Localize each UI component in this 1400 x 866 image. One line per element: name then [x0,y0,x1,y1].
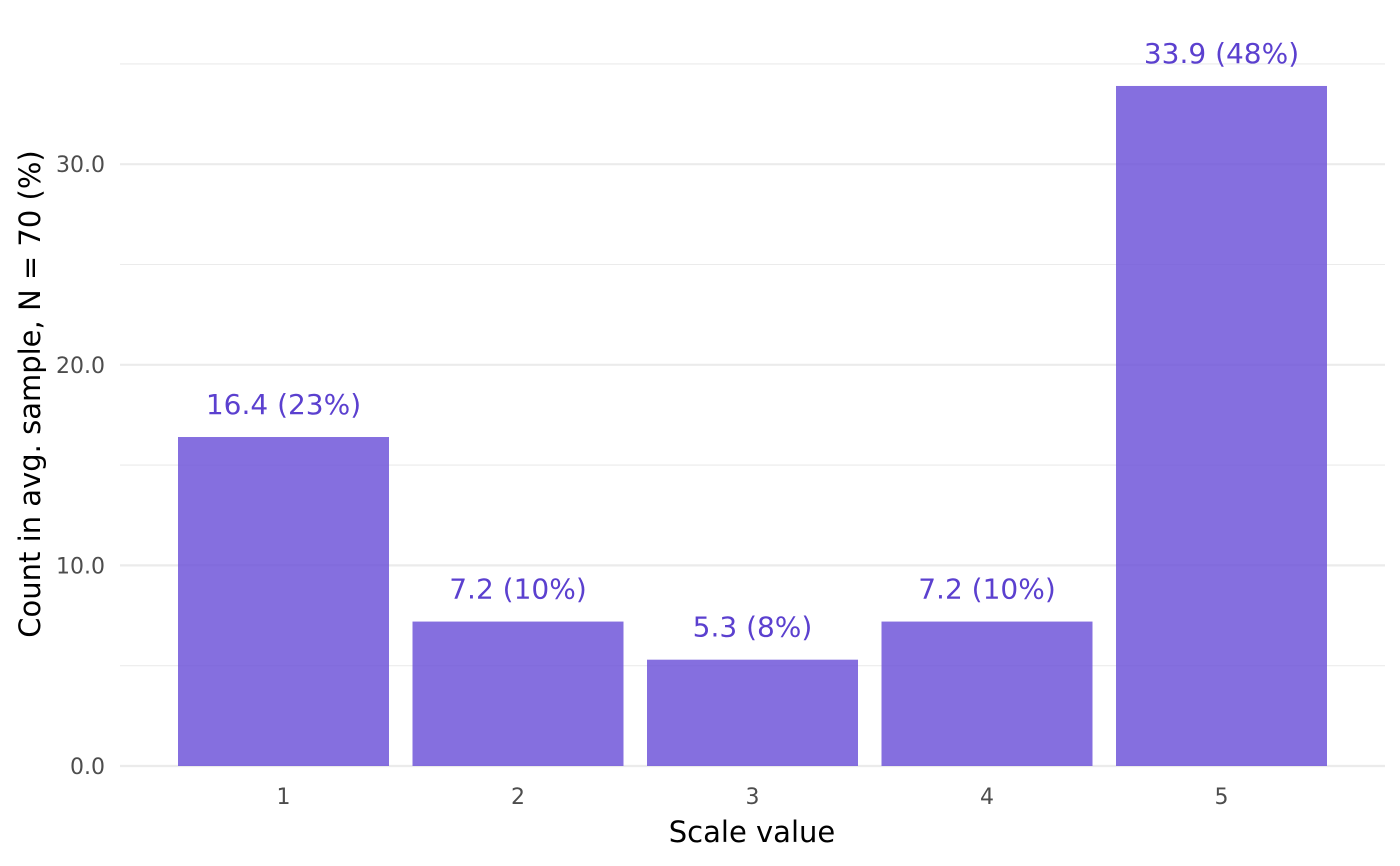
x-tick-label: 1 [277,785,291,810]
x-tick-label: 5 [1215,785,1229,810]
y-tick-label: 30.0 [56,153,105,178]
y-axis-title: Count in avg. sample, N = 70 (%) [13,150,47,637]
x-tick-label: 3 [746,785,760,810]
bar [1116,85,1327,766]
x-axis-ticks: 1 2 3 4 5 [277,785,1229,810]
bar-labels: 16.4 (23%) 7.2 (10%) 5.3 (8%) 7.2 (10%) 33.9… [206,37,1299,644]
y-axis-ticks: 0.0 10.0 20.0 30.0 [56,153,105,780]
bar [647,659,858,766]
bar [178,437,389,766]
y-tick-label: 10.0 [56,554,105,579]
bar-data-label: 5.3 (8%) [693,611,813,644]
bar [412,621,624,766]
y-tick-label: 0.0 [70,755,105,780]
bar [881,621,1093,766]
bar-data-label: 16.4 (23%) [206,388,361,421]
x-tick-label: 2 [511,785,525,810]
x-tick-label: 4 [980,785,994,810]
bar-data-label: 33.9 (48%) [1144,37,1299,70]
bar-data-label: 7.2 (10%) [918,573,1056,606]
y-tick-label: 20.0 [56,354,105,379]
bars [178,85,1327,766]
bar-data-label: 7.2 (10%) [449,573,587,606]
x-axis-title: Scale value [669,815,835,849]
